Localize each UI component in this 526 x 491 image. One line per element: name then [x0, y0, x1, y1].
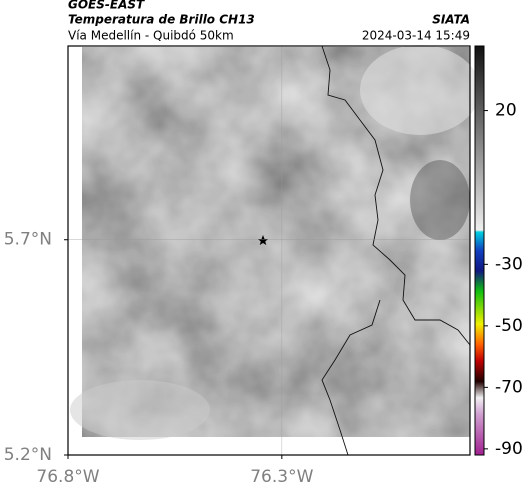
cloud — [70, 380, 210, 440]
border — [321, 45, 471, 346]
border — [321, 299, 381, 456]
product: Temperatura de Brillo CH13 — [68, 13, 255, 27]
satellite: GOES-EAST — [68, 0, 145, 12]
x-tick-label: 76.8°W — [36, 467, 99, 487]
cloud — [410, 160, 470, 240]
map-frame — [67, 45, 471, 456]
colorbar-tick-label: -30 — [495, 254, 523, 274]
colorbar — [474, 45, 485, 456]
colorbar-tick-label: -90 — [495, 439, 523, 459]
colorbar-tick-label: -50 — [495, 316, 523, 336]
x-tick-label: 76.3°W — [250, 467, 313, 487]
colorbar-tick-label: -70 — [495, 377, 523, 397]
colorbar-tick-label: 20 — [495, 101, 517, 121]
boundaries — [321, 45, 471, 456]
source: SIATA — [432, 13, 470, 27]
satellite-image — [70, 45, 480, 440]
y-tick-label: 5.2°N — [4, 445, 52, 465]
y-tick-label: 5.7°N — [4, 230, 52, 250]
timestamp: 2024-03-14 15:49 — [362, 29, 470, 43]
route: Vía Medellín - Quibdó 50km — [68, 29, 234, 43]
cloud — [360, 45, 480, 135]
